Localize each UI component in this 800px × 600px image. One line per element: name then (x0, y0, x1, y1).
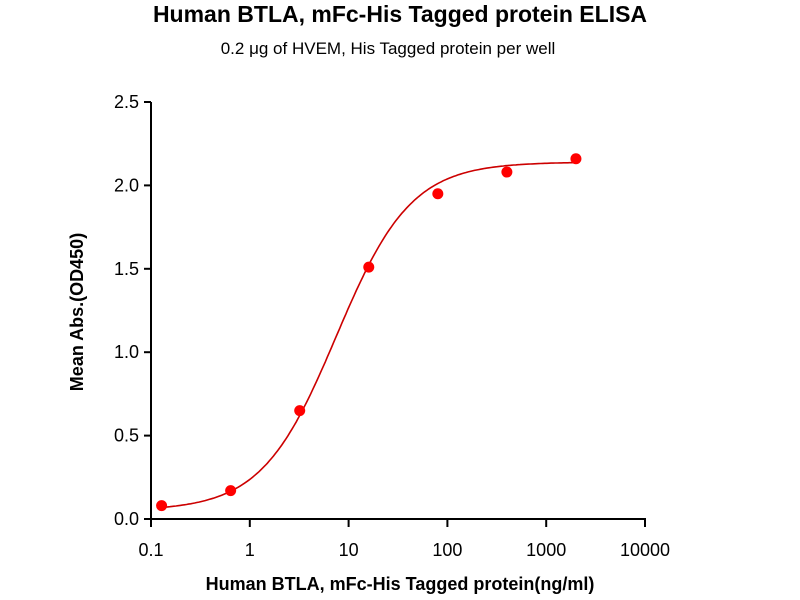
data-point (156, 500, 168, 512)
x-tick-label: 1000 (526, 540, 566, 560)
y-tick-label: 1.0 (114, 342, 139, 362)
data-point (501, 166, 513, 178)
y-tick-label: 0.5 (114, 426, 139, 446)
x-tick-label: 100 (432, 540, 462, 560)
y-tick-label: 2.5 (114, 92, 139, 112)
data-point (294, 405, 306, 417)
y-tick-label: 0.0 (114, 509, 139, 529)
data-point (570, 153, 582, 165)
chart-title: Human BTLA, mFc-His Tagged protein ELISA (153, 1, 647, 27)
data-point (432, 188, 444, 200)
y-tick-label: 2.0 (114, 175, 139, 195)
chart-subtitle: 0.2 μg of HVEM, His Tagged protein per w… (221, 39, 556, 58)
x-tick-label: 10 (339, 540, 359, 560)
y-axis-label: Mean Abs.(OD450) (67, 233, 87, 391)
data-point (225, 485, 237, 497)
x-axis-label: Human BTLA, mFc-His Tagged protein(ng/ml… (206, 574, 595, 594)
x-tick-label: 0.1 (138, 540, 163, 560)
axes: 0.0 0.5 1.0 1.5 2.0 2.5 0.1 1 10 100 1000 10000 (114, 92, 670, 560)
y-tick-label: 1.5 (114, 259, 139, 279)
fit-curve (161, 161, 576, 509)
x-tick-label: 10000 (620, 540, 670, 560)
data-point (363, 261, 375, 273)
x-tick-label: 1 (245, 540, 255, 560)
plot-area (156, 153, 582, 512)
